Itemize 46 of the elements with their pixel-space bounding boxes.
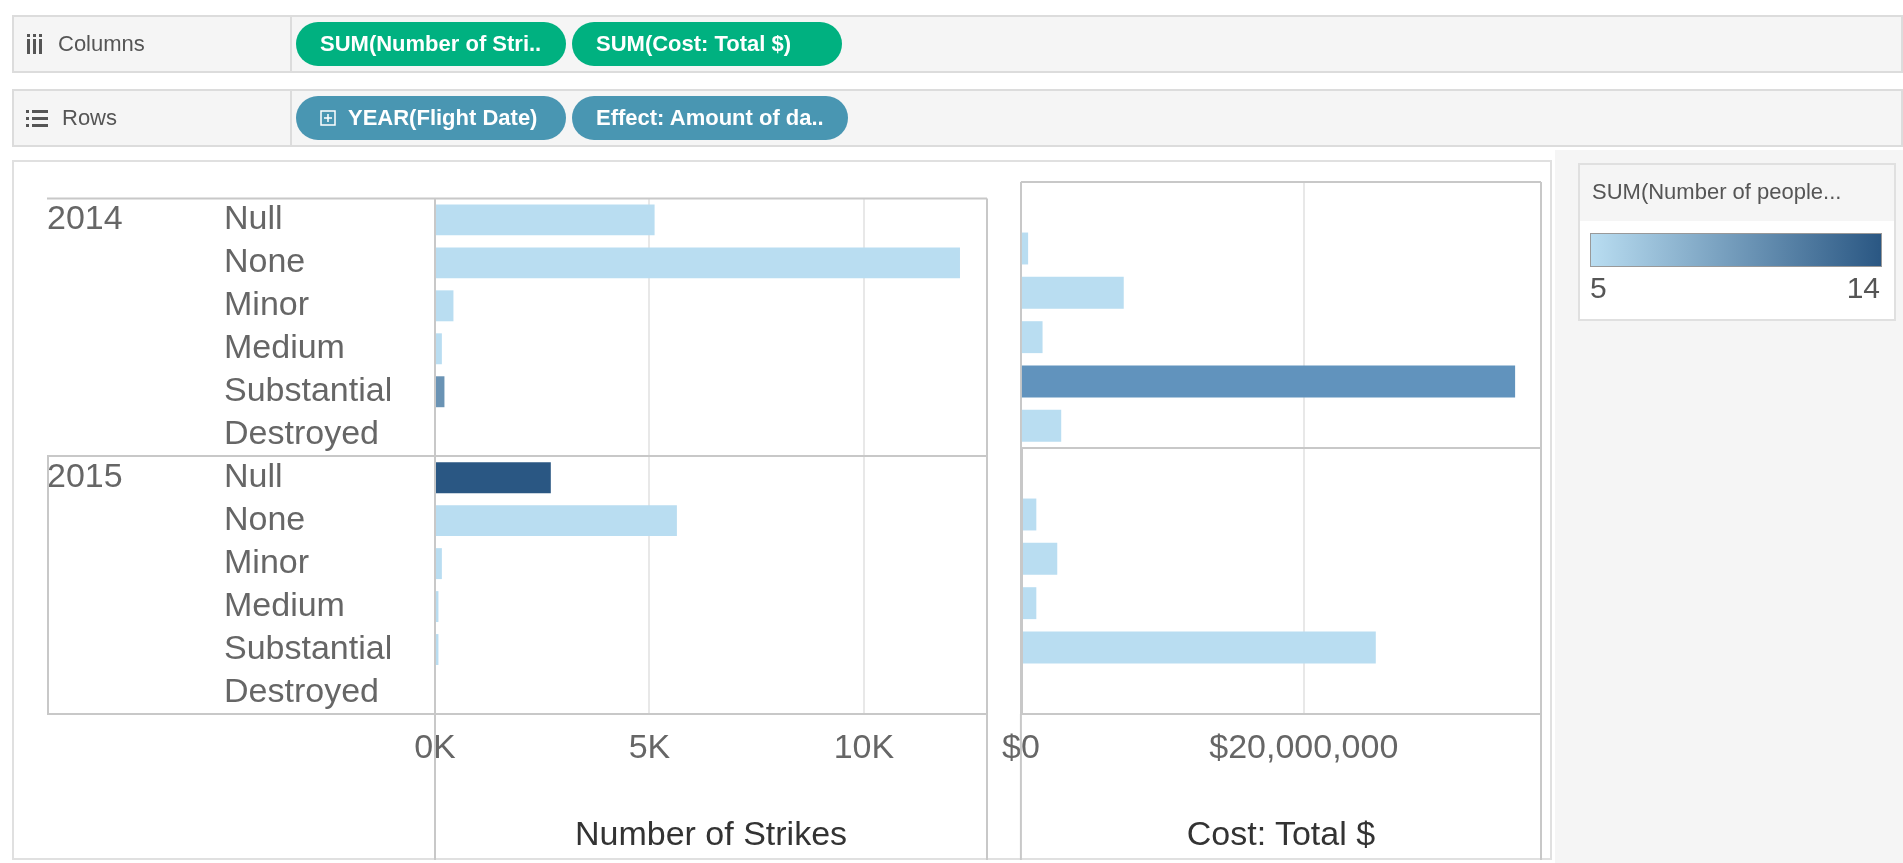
bar: [1021, 321, 1043, 354]
x-tick-label: 10K: [833, 726, 895, 765]
y-tick-label: Medium: [224, 327, 345, 366]
bar: [1021, 631, 1376, 664]
text: 2014: [47, 198, 123, 237]
bar: [436, 247, 960, 279]
y-tick-label: Destroyed: [224, 670, 379, 709]
bar: [1021, 587, 1037, 620]
y-tick-label: Medium: [224, 584, 345, 623]
bar: [1021, 409, 1062, 442]
y-tick-label: None: [224, 499, 306, 538]
bar: [1021, 542, 1058, 575]
bar: [436, 548, 442, 580]
category-label: Columns: [58, 31, 145, 57]
y-tick-label: Minor: [224, 541, 310, 580]
bar: [436, 333, 442, 365]
color-bar-label: 14: [1846, 271, 1880, 305]
bar: [1021, 232, 1029, 265]
text: Effect: Amount of da..: [596, 105, 824, 131]
y-tick-label: Null: [224, 456, 283, 495]
x-tick-label: 5K: [628, 726, 671, 765]
bar: [436, 376, 445, 408]
y-tick-label: Minor: [224, 284, 310, 323]
text: SUM(Number of Stri..: [320, 31, 542, 57]
x-axis-title: Number of Strikes: [574, 813, 848, 852]
y-tick-label: Substantial: [224, 370, 393, 409]
bar: [436, 204, 655, 236]
bar: [1021, 365, 1516, 398]
y-tick-label: Substantial: [224, 627, 393, 666]
text: 2015: [47, 456, 123, 495]
color-bar-title: SUM(Number of people...: [1580, 165, 1894, 221]
bar: [436, 462, 551, 494]
bar: [1021, 276, 1124, 309]
x-tick-label: 0K: [414, 726, 457, 765]
text: SUM(Cost: Total $): [596, 31, 792, 57]
color-bar-label: 5: [1590, 271, 1607, 305]
bar: [436, 290, 454, 322]
x-axis-title: Cost: Total $: [1186, 813, 1376, 852]
x-tick-label: $20,000,000: [1209, 726, 1399, 765]
text: YEAR(Flight Date): [348, 105, 538, 131]
y-tick-label: Destroyed: [224, 413, 379, 452]
y-tick-label: Null: [224, 198, 283, 237]
x-tick-label: $0: [1002, 726, 1040, 765]
y-tick-label: None: [224, 241, 306, 280]
category-label: Rows: [62, 105, 118, 131]
bar: [436, 505, 677, 537]
